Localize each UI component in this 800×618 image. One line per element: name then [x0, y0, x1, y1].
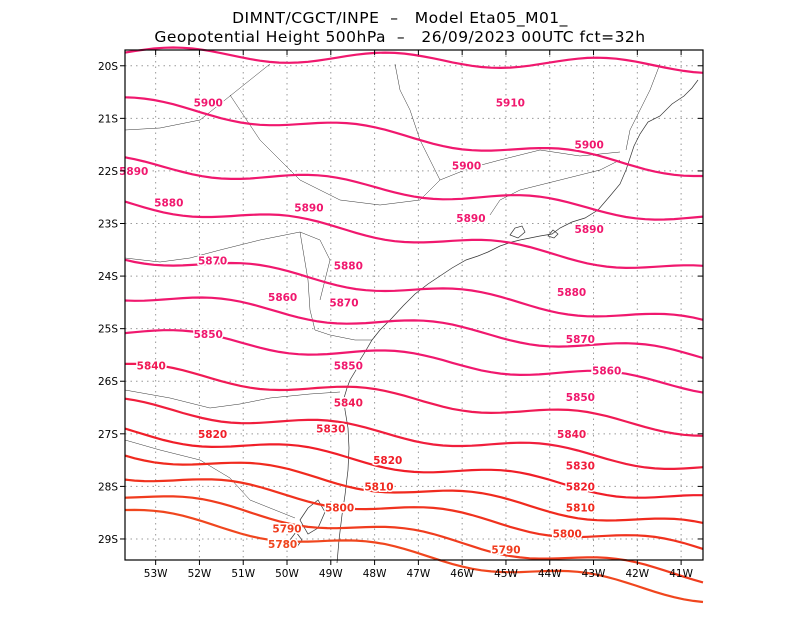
lat-tick-label: 24S — [98, 271, 118, 283]
contour-label: 5790 — [272, 523, 301, 535]
lon-tick-label: 43W — [582, 568, 606, 580]
contour-line-5800 — [124, 478, 704, 550]
contour-label: 5860 — [268, 292, 297, 304]
lat-tick-label: 25S — [98, 324, 118, 336]
state-border-2 — [229, 63, 441, 206]
contour-label: 5830 — [566, 460, 595, 472]
map-frame — [124, 49, 704, 561]
contour-label: 5870 — [198, 255, 227, 267]
contour-line-5840 — [124, 362, 704, 437]
chart-title-line2: Geopotential Height 500hPa – 26/09/2023 … — [154, 28, 646, 46]
lon-tick-label: 46W — [450, 568, 474, 580]
contour-lines — [124, 46, 704, 604]
lat-tick-label: 28S — [98, 481, 118, 493]
lon-tick-label: 53W — [144, 568, 168, 580]
chart-title-line1: DIMNT/CGCT/INPE – Model Eta05_M01_ — [232, 9, 568, 27]
contour-label: 5840 — [334, 397, 363, 409]
lon-tick-label: 42W — [625, 568, 649, 580]
contour-line-5780 — [124, 508, 704, 604]
state-border-5 — [124, 231, 331, 301]
coastline-lagoon2 — [289, 531, 303, 549]
contour-labels: 5910 5900 5900 5900 5890 5890 5890 5890 5880 5880… — [118, 96, 623, 558]
lat-tick-label: 20S — [98, 61, 118, 73]
contour-label: 5840 — [557, 429, 586, 441]
contour-label: 5910 — [496, 98, 525, 110]
state-border-7 — [124, 389, 341, 409]
contour-label: 5890 — [575, 224, 604, 236]
state-border-4 — [489, 159, 621, 216]
contour-line-5890 — [124, 156, 704, 221]
contour-line-5810 — [124, 454, 704, 524]
contour-line-5910 — [124, 46, 704, 74]
contour-label: 5810 — [566, 502, 595, 514]
contour-label: 5820 — [566, 481, 595, 493]
contour-line-5900 — [124, 96, 703, 178]
coastline-main — [336, 79, 699, 564]
contour-label: 5880 — [557, 287, 586, 299]
lon-tick-label: 45W — [494, 568, 518, 580]
state-border-9 — [625, 63, 661, 151]
lat-tick-label: 26S — [98, 376, 118, 388]
contour-label: 5860 — [592, 366, 621, 378]
lon-tick-label: 49W — [319, 568, 343, 580]
contour-label: 5850 — [566, 392, 595, 404]
contour-label: 5900 — [194, 98, 223, 110]
contour-label: 5880 — [334, 261, 363, 273]
lat-tick-label: 23S — [98, 219, 118, 231]
contour-line-5880 — [124, 200, 704, 270]
contour-label: 5850 — [334, 360, 363, 372]
lat-tick-label: 29S — [98, 534, 118, 546]
lon-tick-label: 48W — [363, 568, 387, 580]
contour-line-5820 — [124, 427, 703, 499]
contour-line-5850 — [124, 329, 704, 394]
contour-label: 5900 — [452, 161, 481, 173]
contour-label: 5890 — [456, 213, 485, 225]
contour-label: 5890 — [294, 203, 323, 215]
contour-label: 5810 — [364, 481, 393, 493]
lat-tick-label: 21S — [98, 113, 118, 125]
lon-tick-label: 41W — [669, 568, 693, 580]
state-border-3 — [439, 149, 621, 181]
contour-label: 5820 — [198, 429, 227, 441]
contour-line-5790 — [124, 495, 704, 584]
contour-line-5830 — [124, 397, 704, 470]
lon-tick-label: 44W — [538, 568, 562, 580]
state-border-6 — [299, 231, 372, 341]
axis-ticks: 53W 52W 51W 50W 49W 48W 47W 46W 45W 44W 43W 42W 41W 2… — [98, 50, 703, 580]
lon-tick-label: 50W — [275, 568, 299, 580]
contour-label: 5870 — [329, 297, 358, 309]
contour-label: 5830 — [316, 424, 345, 436]
contour-label: 5780 — [268, 539, 297, 551]
contour-label: 5800 — [325, 502, 354, 514]
contour-label: 5880 — [154, 197, 183, 209]
coastline-lagoon — [299, 499, 326, 535]
lon-tick-label: 51W — [231, 568, 255, 580]
coastline — [124, 63, 699, 564]
lon-tick-label: 47W — [407, 568, 431, 580]
state-border-8 — [124, 439, 296, 519]
coastline-bay — [509, 225, 526, 239]
state-border-1 — [124, 63, 271, 131]
lon-tick-label: 52W — [188, 568, 212, 580]
contour-line-5870 — [124, 258, 704, 321]
coastline-bay2 — [547, 229, 559, 239]
contour-label: 5820 — [373, 455, 402, 467]
graticule — [125, 50, 703, 560]
contour-label: 5790 — [491, 544, 520, 556]
contour-label: 5850 — [194, 329, 223, 341]
contour-label: 5900 — [575, 140, 604, 152]
contour-label: 5800 — [553, 529, 582, 541]
lat-tick-label: 22S — [98, 166, 118, 178]
contour-label: 5890 — [119, 166, 148, 178]
contour-label: 5840 — [137, 360, 166, 372]
contour-line-5860 — [124, 296, 704, 360]
contour-label: 5870 — [566, 334, 595, 346]
lat-tick-label: 27S — [98, 429, 118, 441]
